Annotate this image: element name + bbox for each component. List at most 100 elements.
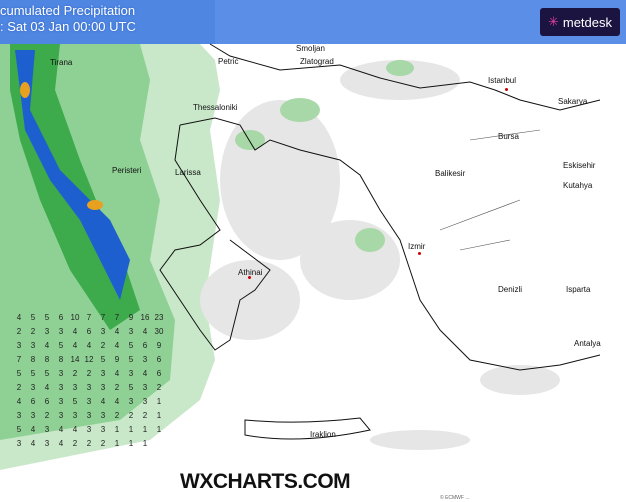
precip-value: 3 [44, 438, 50, 448]
precip-value: 7 [16, 354, 22, 364]
precip-value: 2 [16, 326, 22, 336]
precip-value: 7 [100, 312, 106, 322]
precip-value: 1 [128, 424, 134, 434]
precip-very-heavy-area [15, 50, 130, 300]
precip-value: 3 [44, 424, 50, 434]
city-marker [418, 252, 421, 255]
precip-value: 5 [30, 368, 36, 378]
precip-value: 6 [86, 326, 92, 336]
precip-value: 6 [30, 396, 36, 406]
precip-value: 9 [156, 340, 162, 350]
precip-value: 8 [30, 354, 36, 364]
precip-value: 6 [156, 368, 162, 378]
precip-value: 5 [16, 368, 22, 378]
precip-value: 2 [114, 382, 120, 392]
precip-value: 3 [86, 382, 92, 392]
coastlines [159, 43, 601, 440]
precip-value: 4 [100, 396, 106, 406]
precip-value: 4 [16, 396, 22, 406]
valid-time: : Sat 03 Jan 00:00 UTC [0, 19, 136, 34]
precip-value: 3 [30, 340, 36, 350]
precip-value: 2 [72, 368, 78, 378]
precip-value: 5 [30, 312, 36, 322]
precip-value: 3 [72, 410, 78, 420]
precip-value: 4 [58, 424, 64, 434]
city-label: Larissa [175, 168, 201, 177]
city-label: Sakarya [558, 97, 588, 106]
precip-value: 3 [128, 396, 134, 406]
precip-value: 7 [86, 312, 92, 322]
city-label: Denizli [498, 285, 523, 294]
city-label: Kutahya [563, 181, 593, 190]
precip-trace-patches [200, 60, 560, 450]
precip-value: 1 [156, 410, 162, 420]
city-label: Petric [218, 57, 239, 66]
city-label: Tirana [50, 58, 73, 67]
precip-value: 3 [58, 326, 64, 336]
precip-value: 3 [142, 354, 148, 364]
city-label: Antalya [574, 339, 601, 348]
precip-value: 4 [44, 340, 50, 350]
city-label: Peristeri [112, 166, 142, 175]
city-label: Bursa [498, 132, 519, 141]
precip-value: 4 [114, 368, 120, 378]
precip-value: 4 [142, 326, 148, 336]
precip-value: 2 [16, 382, 22, 392]
precip-value: 5 [128, 340, 134, 350]
precip-value: 1 [142, 424, 148, 434]
precip-value: 3 [72, 382, 78, 392]
precip-grid-row: 4 5 5 6 10 7 7 7 9 16 23 [12, 310, 166, 324]
precip-value: 9 [114, 354, 120, 364]
precip-value: 6 [156, 354, 162, 364]
precip-value: 3 [58, 396, 64, 406]
precip-value: 2 [72, 438, 78, 448]
precip-value: 3 [142, 382, 148, 392]
precip-value-grid: 4 5 5 6 10 7 7 7 9 16 23 2 2 3 3 4 6 3 4 3 4 30 3 3 4 5 4 4 2 4 5 6 9 7 8 8… [12, 310, 166, 450]
precip-value: 2 [142, 410, 148, 420]
precip-value: 10 [70, 312, 80, 322]
precip-value: 3 [16, 340, 22, 350]
precip-value: 4 [30, 424, 36, 434]
precip-value: 2 [156, 382, 162, 392]
precip-value: 6 [58, 312, 64, 322]
precip-value: 3 [30, 410, 36, 420]
precip-value: 3 [100, 368, 106, 378]
city-marker [248, 276, 251, 279]
precip-value: 1 [114, 424, 120, 434]
precip-value: 3 [58, 368, 64, 378]
precip-value: 4 [30, 438, 36, 448]
precip-grid-row: 7 8 8 8 14 12 5 9 5 3 6 [12, 352, 166, 366]
precip-value: 8 [44, 354, 50, 364]
precip-value: 7 [114, 312, 120, 322]
city-label: Izmir [408, 242, 426, 251]
precip-value: 2 [86, 368, 92, 378]
precip-value: 5 [100, 354, 106, 364]
precip-value: 1 [156, 424, 162, 434]
precip-value: 1 [128, 438, 134, 448]
precip-value: 1 [142, 438, 148, 448]
precip-value: 12 [84, 354, 94, 364]
precip-value: 3 [16, 438, 22, 448]
precip-value: 1 [156, 396, 162, 406]
precip-value: 8 [58, 354, 64, 364]
precip-value: 2 [128, 410, 134, 420]
precip-value: 14 [70, 354, 80, 364]
city-label: Thessaloniki [193, 103, 238, 112]
precip-value: 4 [58, 438, 64, 448]
precip-value: 4 [114, 396, 120, 406]
precip-value: 2 [100, 438, 106, 448]
precip-value: 3 [86, 424, 92, 434]
precip-value: 5 [58, 340, 64, 350]
precip-value: 3 [16, 410, 22, 420]
precip-grid-row: 2 2 3 3 4 6 3 4 3 4 30 [12, 324, 166, 338]
precip-value: 9 [128, 312, 134, 322]
precip-value: 16 [140, 312, 150, 322]
precip-value: 3 [100, 382, 106, 392]
metdesk-logo: ✳ metdesk [540, 8, 620, 36]
